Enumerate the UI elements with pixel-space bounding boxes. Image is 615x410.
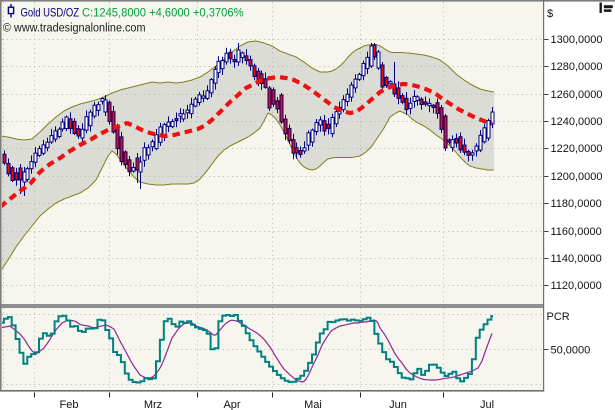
svg-text:1180,0000: 1180,0000 <box>551 198 602 210</box>
svg-text:Apr: Apr <box>223 399 240 410</box>
svg-text:Mrz: Mrz <box>144 399 162 410</box>
svg-text:Jun: Jun <box>389 399 407 410</box>
svg-text:$: $ <box>547 8 553 20</box>
svg-text:1160,0000: 1160,0000 <box>551 226 602 238</box>
svg-text:1140,0000: 1140,0000 <box>551 253 602 265</box>
svg-text:© www.tradesignalonline.com: © www.tradesignalonline.com <box>3 23 146 35</box>
svg-text:Feb: Feb <box>60 399 79 410</box>
svg-text:1300,0000: 1300,0000 <box>551 34 603 46</box>
svg-text:1120,0000: 1120,0000 <box>551 280 602 292</box>
svg-text:1220,0000: 1220,0000 <box>551 143 603 155</box>
svg-text:Jul: Jul <box>480 399 494 410</box>
svg-text:1260,0000: 1260,0000 <box>551 89 603 101</box>
svg-text:C:1245,8000 +4,6000 +0,3706%: C:1245,8000 +4,6000 +0,3706% <box>82 6 244 20</box>
svg-text:Gold USD/OZ: Gold USD/OZ <box>21 6 80 20</box>
svg-text:Mai: Mai <box>304 399 322 410</box>
svg-text:50,0000: 50,0000 <box>551 345 591 357</box>
svg-text:1240,0000: 1240,0000 <box>551 116 603 128</box>
svg-text:PCR: PCR <box>547 311 570 323</box>
svg-text:1280,0000: 1280,0000 <box>551 61 603 73</box>
svg-text:1200,0000: 1200,0000 <box>551 171 603 183</box>
